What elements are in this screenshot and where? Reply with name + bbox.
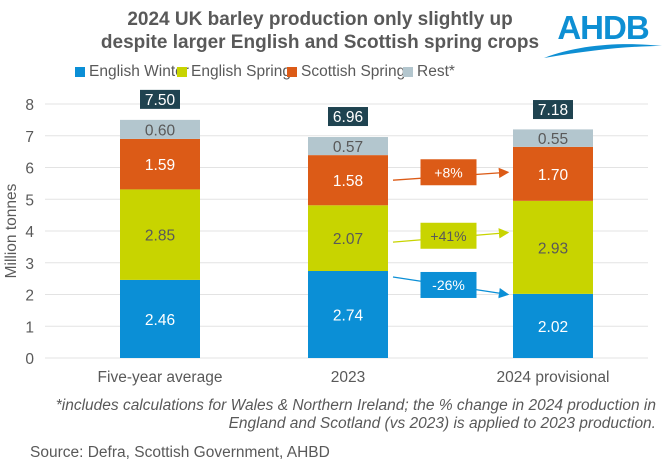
bar-segment-rest — [513, 129, 593, 147]
total-label: 7.50 — [145, 92, 176, 109]
total-label-box — [328, 107, 368, 127]
footnote-line1: *includes calculations for Wales & North… — [55, 397, 656, 414]
data-label: 0.55 — [538, 131, 568, 148]
total-label: 7.18 — [538, 102, 568, 119]
stacked-bar-chart: 0 1 2 3 4 5 6 7 8 Million tonnes 2.46 2.85 1.59 0.60 7… — [3, 89, 648, 386]
change-label-box — [420, 222, 477, 249]
y-tick-label: 8 — [25, 97, 34, 114]
data-label: 1.59 — [145, 157, 175, 174]
footnote-line2: England and Scotland (vs 2023) is applie… — [228, 415, 656, 432]
data-label: 1.70 — [538, 167, 569, 184]
y-tick-label: 4 — [25, 224, 34, 241]
change-label-box — [420, 159, 477, 186]
ahdb-logo: AHDB — [544, 9, 662, 58]
legend-label: English Spring — [191, 63, 291, 80]
y-axis-title: Million tonnes — [3, 183, 20, 278]
chart-title-line1: 2024 UK barley production only slightly … — [127, 9, 513, 30]
bar-segment-english-spring — [308, 205, 388, 272]
source-note: Source: Defra, Scottish Government, AHBD — [30, 444, 330, 461]
legend-item-english-spring: English Spring — [177, 63, 291, 81]
ahdb-logo-text: AHDB — [557, 9, 648, 46]
legend-label: Rest* — [417, 63, 455, 80]
change-label-box — [420, 271, 477, 298]
y-tick-label: 5 — [25, 192, 34, 209]
data-label: 2.93 — [538, 240, 568, 257]
chart-title-line2: despite larger English and Scottish spri… — [100, 32, 540, 53]
data-label: 0.60 — [145, 122, 176, 139]
bar-segment-english-winter — [120, 279, 200, 358]
data-label: 2.46 — [145, 312, 175, 329]
change-label: -26% — [432, 277, 465, 293]
legend-swatch — [403, 67, 413, 77]
total-label-box — [533, 100, 573, 120]
data-label: 2.07 — [333, 231, 363, 248]
data-label: 2.02 — [538, 319, 568, 336]
bar-segment-english-spring — [120, 189, 200, 280]
y-tick-label: 7 — [25, 129, 34, 146]
legend-item-scottish-spring: Scottish Spring — [287, 63, 405, 81]
data-label: 1.58 — [333, 173, 363, 190]
footnote: *includes calculations for Wales & North… — [16, 397, 656, 433]
chart-title: 2024 UK barley production only slightly … — [60, 8, 580, 54]
y-tick-label: 3 — [25, 256, 34, 273]
legend-swatch — [177, 67, 187, 77]
legend-item-english-winter: English Winter — [75, 63, 189, 81]
legend-swatch — [75, 67, 85, 77]
bar-segment-english-winter — [308, 271, 388, 358]
legend-swatch — [287, 67, 297, 77]
bar-segment-english-spring — [513, 200, 593, 294]
change-label: +41% — [430, 228, 466, 244]
bar-segment-scottish-spring — [308, 155, 388, 206]
data-label: 2.74 — [333, 308, 364, 325]
x-tick-label: Five-year average — [98, 369, 223, 386]
chart-legend: English Winter English Spring Scottish S… — [0, 63, 671, 85]
y-tick-label: 0 — [25, 351, 34, 368]
total-label-box — [140, 89, 180, 109]
bar-segment-english-winter — [513, 293, 593, 358]
legend-label: Scottish Spring — [301, 63, 406, 80]
x-tick-label: 2024 provisional — [497, 369, 610, 386]
y-tick-label: 6 — [25, 161, 34, 178]
bar-segment-rest — [120, 119, 200, 139]
total-label: 6.96 — [333, 109, 363, 126]
bar-segment-scottish-spring — [120, 138, 200, 190]
ahdb-logo-swoosh — [544, 44, 662, 58]
x-tick-label: 2023 — [331, 369, 365, 386]
data-label: 2.85 — [145, 228, 175, 245]
y-tick-label: 1 — [25, 319, 34, 336]
legend-label: English Winter — [89, 63, 189, 80]
data-label: 0.57 — [333, 139, 363, 156]
change-label: +8% — [434, 164, 462, 180]
y-tick-label: 2 — [25, 288, 34, 305]
bar-segment-rest — [308, 137, 388, 156]
bar-segment-scottish-spring — [513, 146, 593, 201]
legend-item-rest: Rest* — [403, 63, 455, 81]
